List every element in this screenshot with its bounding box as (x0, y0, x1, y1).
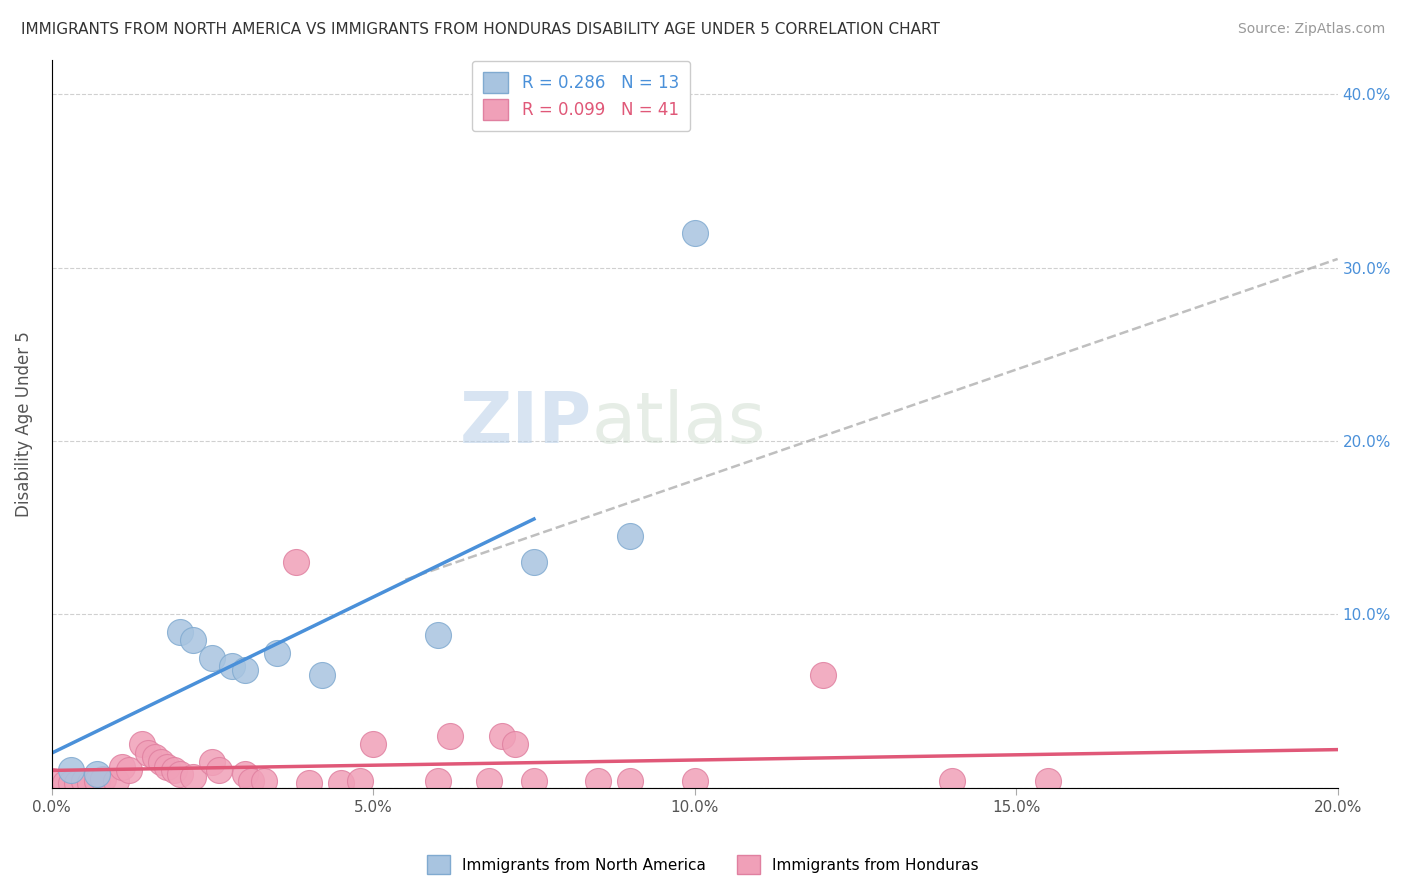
Point (156, 760, 179, 774)
Point (73, 773, 96, 788)
Y-axis label: Disability Age Under 5: Disability Age Under 5 (15, 331, 32, 516)
Point (91, 772, 114, 786)
Point (181, 770, 204, 784)
Point (163, 764, 186, 778)
Point (619, 529, 641, 543)
Point (136, 746, 159, 760)
Point (41, 773, 63, 788)
Point (79, 775, 101, 789)
Point (426, 773, 449, 788)
Point (586, 773, 609, 788)
Point (150, 755, 173, 769)
Point (181, 633, 204, 648)
Point (53, 775, 76, 789)
Text: IMMIGRANTS FROM NORTH AMERICA VS IMMIGRANTS FROM HONDURAS DISABILITY AGE UNDER 5: IMMIGRANTS FROM NORTH AMERICA VS IMMIGRA… (21, 22, 941, 37)
Point (86, 767, 108, 781)
Text: atlas: atlas (592, 389, 766, 458)
Point (683, 226, 706, 240)
Point (439, 729, 461, 743)
Point (941, 773, 963, 788)
Point (523, 555, 546, 569)
Point (201, 650, 224, 665)
Point (105, 773, 128, 788)
Point (169, 767, 191, 781)
Legend: R = 0.286   N = 13, R = 0.099   N = 41: R = 0.286 N = 13, R = 0.099 N = 41 (471, 61, 690, 131)
Point (86, 773, 108, 788)
Point (60, 764, 83, 778)
Point (233, 767, 256, 781)
Point (478, 773, 501, 788)
Point (285, 555, 308, 569)
Point (111, 760, 134, 774)
Text: Source: ZipAtlas.com: Source: ZipAtlas.com (1237, 22, 1385, 37)
Point (426, 628, 449, 642)
Point (131, 738, 153, 752)
Point (233, 663, 256, 677)
Point (240, 773, 263, 788)
Point (1038, 773, 1060, 788)
Point (361, 738, 384, 752)
Point (66, 775, 89, 789)
Point (683, 773, 706, 788)
Text: ZIP: ZIP (460, 389, 592, 458)
Point (491, 729, 513, 743)
Point (221, 659, 243, 673)
Point (813, 668, 835, 682)
Point (169, 624, 191, 639)
Point (201, 755, 224, 769)
Point (503, 738, 526, 752)
Point (253, 773, 276, 788)
Point (349, 773, 371, 788)
Point (330, 775, 353, 789)
Legend: Immigrants from North America, Immigrants from Honduras: Immigrants from North America, Immigrant… (422, 849, 984, 880)
Point (60, 775, 83, 789)
Point (298, 775, 321, 789)
Point (523, 773, 546, 788)
Point (266, 646, 288, 660)
Point (311, 668, 333, 682)
Point (208, 764, 231, 778)
Point (619, 773, 641, 788)
Point (143, 749, 166, 764)
Point (118, 764, 141, 778)
